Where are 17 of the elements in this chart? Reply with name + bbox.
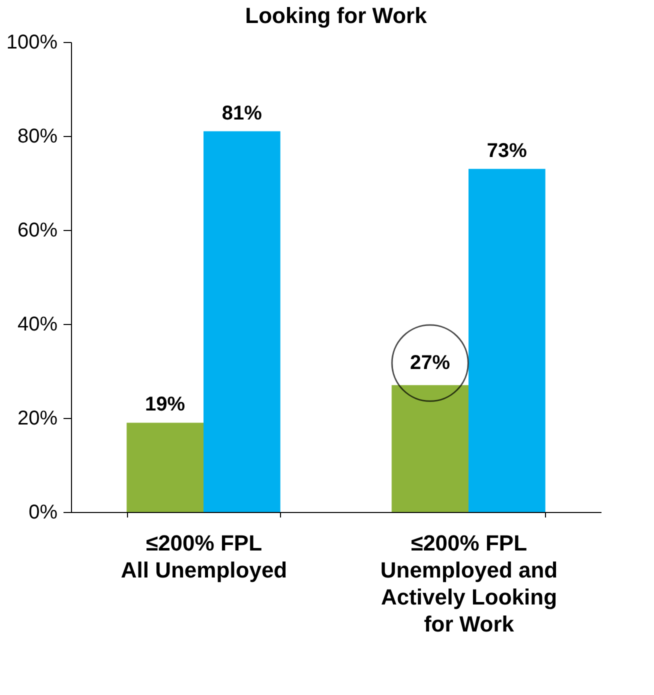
bar [392, 385, 468, 512]
y-tick-label: 20% [17, 408, 58, 430]
y-tick-label: 80% [17, 126, 58, 148]
data-label: 81% [222, 102, 262, 124]
data-label: 73% [486, 140, 528, 162]
chart-title: Looking for Work [245, 3, 428, 28]
y-tick-label: 60% [17, 220, 58, 242]
y-tick-label: 100% [6, 32, 58, 54]
x-tick-label: ≤200% FPL Unemployed and Actively Looking for Work [380, 530, 558, 636]
x-tick-label: ≤200% FPL All Unemployed [120, 530, 288, 582]
bar [204, 131, 280, 512]
y-tick-label: 40% [17, 314, 58, 336]
y-tick-label: 0% [28, 502, 58, 524]
bar [126, 422, 204, 512]
bar [468, 168, 546, 512]
data-label: 19% [145, 394, 186, 416]
annotation: 27% [410, 352, 450, 374]
